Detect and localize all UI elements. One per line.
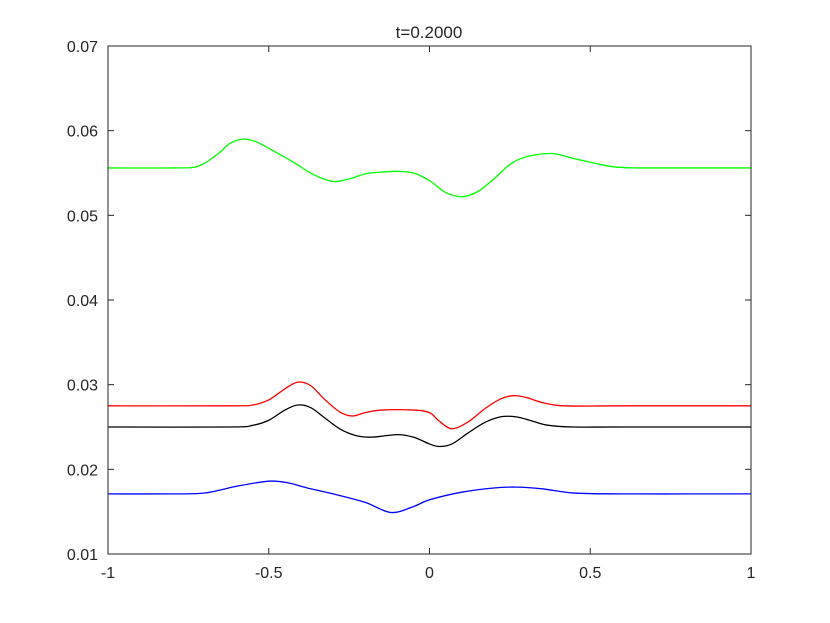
series-line-1: [107, 138, 751, 198]
series-layer: [107, 138, 751, 514]
y-tick-label: 0.07: [67, 39, 98, 56]
y-tick-label: 0.04: [67, 293, 98, 310]
tick-layer: -1 -0.5 0 0.5 1 0.01 0.02 0.03 0.04 0.05 0.06 0.07: [67, 39, 756, 582]
y-tick-label: 0.03: [67, 378, 98, 395]
x-tick-label: 0.5: [579, 565, 601, 582]
series-line-4: [107, 480, 751, 514]
x-tick-label: 1: [747, 565, 756, 582]
chart-title: t=0.2000: [396, 23, 463, 42]
y-tick-label: 0.01: [67, 547, 98, 564]
series-line-3: [107, 404, 751, 448]
series-line-2: [107, 381, 751, 430]
y-tick-label: 0.02: [67, 462, 98, 479]
x-tick-label: 0: [425, 565, 434, 582]
x-tick-label: -1: [101, 565, 115, 582]
y-tick-label: 0.06: [67, 124, 98, 141]
x-tick-label: -0.5: [255, 565, 283, 582]
y-tick-label: 0.05: [67, 208, 98, 225]
